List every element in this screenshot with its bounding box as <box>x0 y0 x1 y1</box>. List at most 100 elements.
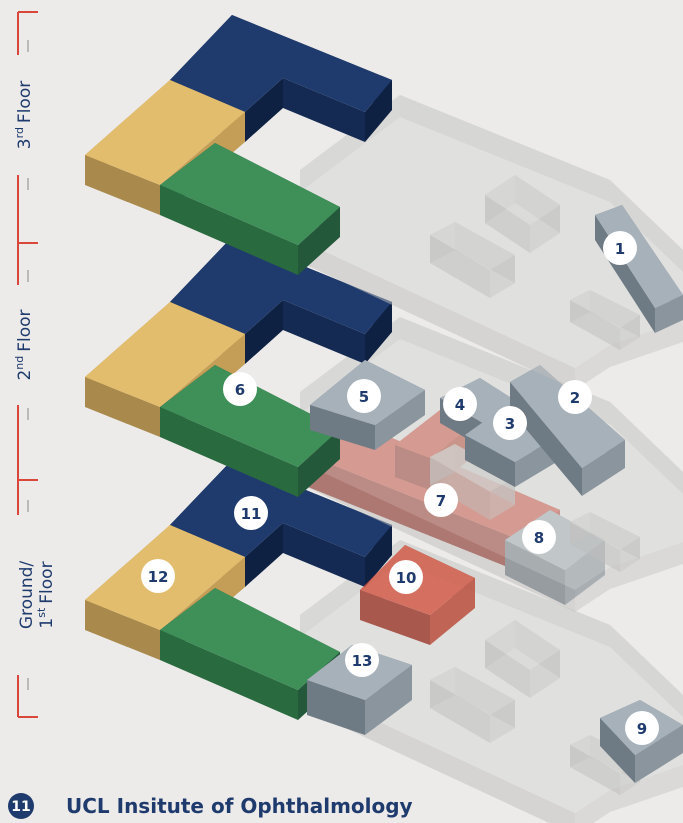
block-side <box>620 537 640 572</box>
legend-badge <box>8 793 34 819</box>
block-side <box>570 300 620 350</box>
gray-block <box>595 205 683 333</box>
legend-marker: 11 <box>11 799 30 815</box>
block-side <box>510 382 582 496</box>
marker-badge <box>558 380 592 414</box>
marker-badge <box>234 496 268 530</box>
block-side <box>575 345 610 390</box>
block-side <box>430 578 475 645</box>
block-top <box>430 222 515 270</box>
block-side <box>610 542 683 589</box>
block-side <box>430 235 490 298</box>
block-side <box>365 665 412 735</box>
ghost-wall <box>430 667 515 743</box>
block-side <box>85 377 160 437</box>
marker-number: 3 <box>505 415 515 433</box>
block-side <box>283 300 365 364</box>
floor-label: 2nd Floor <box>13 309 35 380</box>
block-side <box>298 207 340 275</box>
green-wing <box>160 143 340 275</box>
block-side <box>283 78 365 142</box>
block-top <box>485 175 560 225</box>
block-side <box>365 80 392 142</box>
marker-number: 13 <box>352 652 373 670</box>
ghost-wall <box>485 620 560 698</box>
marker-badge <box>424 483 458 517</box>
block-side <box>575 790 610 823</box>
floor-word: Floor <box>15 309 35 351</box>
block-top <box>170 237 392 334</box>
block-side <box>600 718 635 783</box>
block-top <box>510 365 625 468</box>
marker-number: 7 <box>436 492 446 510</box>
block-side <box>360 590 430 645</box>
marker-badge <box>223 372 257 406</box>
block-top <box>570 290 640 328</box>
ghost-wall <box>430 222 515 298</box>
marker-badge <box>625 711 659 745</box>
block-top <box>160 588 340 690</box>
block-top <box>170 15 392 112</box>
marker-number: 9 <box>637 720 647 738</box>
block-side <box>160 185 298 275</box>
block-side <box>160 630 298 720</box>
marker-badge <box>347 379 381 413</box>
block-side <box>530 650 560 698</box>
legend: 11 UCL Insitute of Ophthalmology <box>8 793 413 819</box>
block-side <box>620 315 640 350</box>
block-side <box>245 523 283 587</box>
floor-number: 3 <box>15 138 35 149</box>
block-side <box>575 567 610 612</box>
block-side <box>160 407 298 497</box>
block-side <box>365 302 392 364</box>
block-side <box>635 725 683 783</box>
marker-badge <box>522 520 556 554</box>
marker-badge <box>345 643 379 677</box>
block-side <box>375 390 425 450</box>
block-top <box>485 620 560 670</box>
block-side <box>430 457 490 520</box>
block-side <box>300 462 575 612</box>
block-side <box>85 600 160 660</box>
block-top <box>570 512 640 550</box>
block-side <box>307 680 365 735</box>
marker-number: 8 <box>534 529 544 547</box>
marker-badge <box>493 406 527 440</box>
block-top <box>430 444 515 492</box>
marker-number: 12 <box>148 568 169 586</box>
floor-suffix: nd <box>13 356 26 370</box>
marker-badge <box>443 387 477 421</box>
marker-number: 5 <box>359 388 369 406</box>
block-side <box>430 680 490 743</box>
block-side <box>465 435 515 487</box>
block-side <box>530 205 560 253</box>
building-blocks <box>85 15 683 823</box>
legend-label: UCL Insitute of Ophthalmology <box>66 794 413 818</box>
floor-label: 1st Floor <box>35 561 57 628</box>
block-top <box>85 80 245 185</box>
block-side <box>245 78 283 142</box>
block-top <box>160 143 340 245</box>
marker-badge <box>141 559 175 593</box>
block-top <box>160 365 340 467</box>
floor-suffix: st <box>35 607 48 618</box>
floor-word: Floor <box>15 81 35 123</box>
marker-number: 11 <box>241 505 262 523</box>
block-side <box>485 640 530 698</box>
block-side <box>490 700 515 743</box>
block-top <box>85 302 245 407</box>
block-side <box>85 155 160 215</box>
marker-number: 2 <box>570 389 580 407</box>
block-side <box>298 429 340 497</box>
gray-block <box>310 360 425 450</box>
floor-prefix: Ground/ <box>17 561 37 630</box>
block-side <box>610 765 683 812</box>
marker-number: 4 <box>455 396 465 414</box>
block-top <box>170 460 392 557</box>
block-side <box>570 745 620 795</box>
ghost-wall <box>570 512 640 572</box>
floor-axis: 3rd Floor 2nd Floor Ground/ 1st Floor <box>6 11 66 718</box>
block-side <box>300 240 575 390</box>
